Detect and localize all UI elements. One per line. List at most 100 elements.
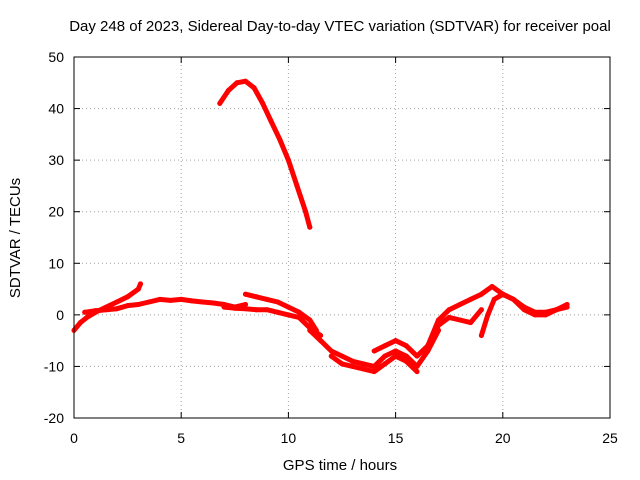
data-point [264,307,270,313]
data-point [251,85,257,91]
y-tick-label: -20 [44,410,64,426]
data-point [243,302,248,307]
data-point [446,307,452,313]
data-point [157,296,163,302]
data-point [210,300,216,306]
data-point [446,314,452,320]
data-point [543,312,549,318]
data-point [103,307,109,313]
y-tick-label: 30 [48,152,64,168]
data-point [268,119,274,124]
data-point [500,291,506,297]
data-point [457,302,463,307]
chart-title: Day 248 of 2023, Sidereal Day-to-day VTE… [69,18,611,35]
data-point [457,317,463,323]
data-point [478,307,484,313]
data-point [82,309,88,315]
data-point [253,294,259,300]
data-point [260,100,266,106]
data-point [414,353,420,359]
data-point [243,306,248,312]
data-point [264,296,270,302]
data-point [285,304,291,310]
data-point [318,338,324,344]
x-tick-label: 0 [70,430,78,446]
data-point [253,307,259,313]
data-point [393,353,399,359]
axis-ticks: 0 5 10 15 20 25 -20 -10 0 10 20 30 40 50 [44,49,618,446]
data-point [491,296,497,302]
data-point [313,327,319,333]
x-tick-label: 5 [177,430,185,446]
data-point [371,348,377,354]
data-point [243,78,248,84]
data-point [114,306,120,312]
data-point [393,338,399,344]
y-tick-label: -10 [44,358,64,374]
data-point [307,317,313,323]
data-point [275,299,281,305]
data-point [125,294,131,300]
data-point [350,363,356,369]
data-point [478,291,484,297]
x-axis-label: GPS time / hours [283,457,397,474]
data-point [77,320,83,326]
data-point [403,343,409,349]
data-point [307,224,313,230]
data-point [350,358,356,364]
data-point [489,284,495,289]
data-point [234,80,240,86]
data-point [178,296,184,302]
data-point [285,157,291,163]
data-point [403,353,409,359]
data-point [511,296,516,302]
data-point [84,314,90,320]
data-point [339,361,345,367]
data-point [307,327,313,333]
data-point [243,291,248,297]
x-tick-label: 25 [602,430,618,446]
data-point [328,353,334,359]
data-point [135,302,141,307]
data-point [138,281,143,287]
data-point [360,361,366,367]
data-point [146,299,152,305]
y-tick-label: 40 [48,101,64,117]
data-point [285,312,291,318]
data-point [125,303,131,309]
x-tick-label: 15 [388,430,404,446]
data-point [296,309,302,315]
data-point [468,320,474,326]
data-point [200,299,206,305]
y-tick-label: 0 [56,307,64,323]
data-point [382,361,388,367]
data-point [339,353,345,359]
y-tick-label: 10 [48,255,64,271]
data-point [393,348,399,354]
data-point [403,358,409,364]
series-arc-11 [478,291,570,338]
data-point [303,209,309,215]
data-point [371,369,377,375]
data-point [225,88,231,93]
data-point [114,299,120,305]
y-axis-label: SDTVAR / TECUs [7,178,24,298]
x-tick-label: 20 [495,430,511,446]
data-point [189,298,195,304]
data-point [564,304,570,310]
data-point [532,312,538,318]
data-point [135,286,141,292]
data-point [425,343,431,349]
data-point [221,304,227,310]
data-point [521,307,527,313]
series-arc-5 [221,304,324,338]
data-point [92,308,98,314]
data-point [232,305,238,311]
data-point [382,343,388,349]
data-point [436,322,441,328]
data-point [360,366,366,372]
data-point [277,137,283,142]
y-tick-label: 50 [48,49,64,65]
plot-frame [73,56,611,419]
